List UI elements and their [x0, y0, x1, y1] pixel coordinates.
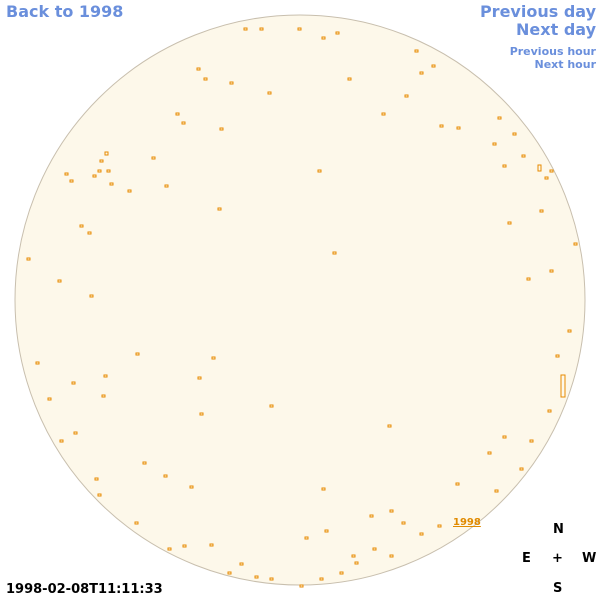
compass-south: S: [553, 581, 563, 596]
compass-east: E: [522, 551, 531, 566]
previous-day-link[interactable]: Previous day: [479, 2, 596, 21]
next-hour-link[interactable]: Next hour: [534, 58, 597, 71]
year-marker[interactable]: 1998: [453, 517, 481, 528]
compass-north: N: [553, 522, 564, 537]
previous-hour-link[interactable]: Previous hour: [509, 45, 596, 58]
solar-disk: [14, 14, 586, 586]
back-link[interactable]: Back to 1998: [6, 2, 124, 21]
timestamp: 1998-02-08T11:11:33: [6, 582, 163, 597]
compass-west: W: [582, 551, 597, 566]
compass-center: +: [552, 551, 563, 566]
sunspot-specks: [26, 27, 578, 588]
next-day-link[interactable]: Next day: [516, 20, 596, 39]
